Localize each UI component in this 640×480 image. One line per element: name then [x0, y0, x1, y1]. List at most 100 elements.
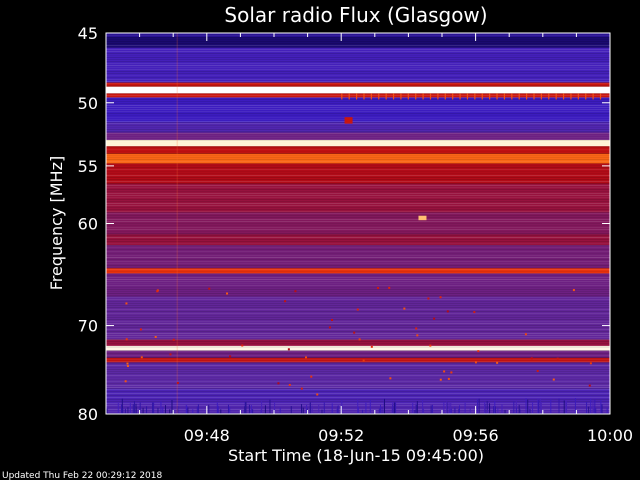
interference-spike: [331, 403, 333, 414]
noise-line: [106, 117, 610, 118]
interference-spike: [414, 409, 416, 414]
noise-dot: [294, 290, 297, 293]
noise-line: [106, 313, 610, 314]
interference-spike: [527, 399, 529, 414]
noise-line: [106, 353, 610, 354]
noise-line: [106, 311, 610, 312]
noise-dot: [524, 333, 527, 336]
noise-line: [106, 335, 610, 336]
interference-spike: [244, 401, 246, 414]
interference-spike: [185, 404, 187, 414]
noise-dot: [124, 380, 127, 383]
noise-line: [106, 249, 610, 250]
frequency-band: [106, 132, 610, 141]
noise-line: [106, 111, 610, 112]
noise-line: [106, 125, 610, 126]
interference-spike: [336, 408, 338, 414]
interference-spike: [392, 402, 394, 414]
interference-spike: [563, 400, 565, 414]
interference-spike: [513, 401, 515, 414]
noise-line: [106, 241, 610, 242]
noise-line: [106, 41, 610, 42]
noise-dot: [241, 344, 244, 347]
noise-line: [106, 67, 610, 68]
noise-line: [106, 285, 610, 286]
noise-line: [106, 327, 610, 328]
interference-tick: [452, 93, 454, 100]
interference-spike: [430, 405, 432, 414]
noise-line: [106, 211, 610, 212]
noise-line: [106, 43, 610, 44]
interference-spike: [592, 400, 594, 414]
interference-spike: [135, 407, 137, 414]
noise-line: [106, 115, 610, 116]
interference-spike: [423, 408, 425, 414]
noise-line: [106, 127, 610, 128]
interference-spike: [274, 402, 276, 414]
interference-spike: [486, 400, 488, 414]
interference-spike: [357, 399, 359, 414]
y-axis-label: Frequency [MHz]: [47, 156, 66, 290]
interference-spike: [192, 409, 194, 414]
noise-line: [106, 349, 610, 350]
interference-spike: [486, 409, 488, 414]
noise-line: [106, 185, 610, 186]
noise-line: [106, 59, 610, 60]
frequency-band: [106, 140, 610, 147]
noise-line: [106, 305, 610, 306]
noise-line: [106, 247, 610, 248]
noise-line: [106, 253, 610, 254]
noise-line: [106, 45, 610, 46]
noise-line: [106, 159, 610, 160]
interference-tick: [585, 93, 587, 100]
interference-spike: [525, 398, 527, 414]
noise-line: [106, 161, 610, 162]
y-tick-label: 45: [78, 24, 98, 43]
interference-tick: [526, 93, 528, 100]
interference-spike: [450, 408, 452, 414]
interference-spike: [177, 406, 179, 414]
interference-spike: [290, 406, 292, 414]
noise-dot: [226, 292, 229, 295]
noise-line: [106, 169, 610, 170]
frequency-band: [106, 362, 610, 389]
interference-spike: [321, 409, 323, 414]
noise-line: [106, 393, 610, 394]
noise-line: [106, 239, 610, 240]
noise-line: [106, 139, 610, 140]
noise-line: [106, 371, 610, 372]
noise-line: [106, 379, 610, 380]
interference-spike: [132, 404, 134, 414]
interference-spike: [528, 405, 530, 414]
noise-dot: [310, 375, 313, 378]
frequency-band: [106, 245, 610, 269]
y-tick-label: 55: [78, 157, 98, 176]
noise-dot: [176, 381, 179, 384]
noise-line: [106, 77, 610, 78]
interference-spike: [217, 405, 219, 414]
noise-dot: [284, 300, 287, 303]
interference-spike: [415, 404, 417, 414]
interference-spike: [302, 407, 304, 414]
noise-dot: [429, 344, 432, 347]
noise-line: [106, 369, 610, 370]
updated-footer: Updated Thu Feb 22 00:29:12 2018: [2, 471, 163, 480]
noise-line: [106, 289, 610, 290]
noise-dot: [389, 377, 392, 380]
interference-spike: [565, 400, 567, 414]
noise-dot: [126, 362, 129, 365]
frequency-band: [106, 146, 610, 154]
interference-spike: [504, 409, 506, 414]
noise-line: [106, 231, 610, 232]
interference-spike: [245, 402, 247, 414]
interference-spike: [586, 401, 588, 414]
noise-line: [106, 35, 610, 36]
x-tick-label: 09:48: [184, 426, 230, 445]
interference-spike: [395, 402, 397, 414]
noise-dot: [300, 387, 303, 390]
interference-spike: [129, 403, 131, 414]
interference-spike: [187, 407, 189, 414]
noise-line: [106, 297, 610, 298]
noise-line: [106, 269, 610, 270]
noise-line: [106, 375, 610, 376]
